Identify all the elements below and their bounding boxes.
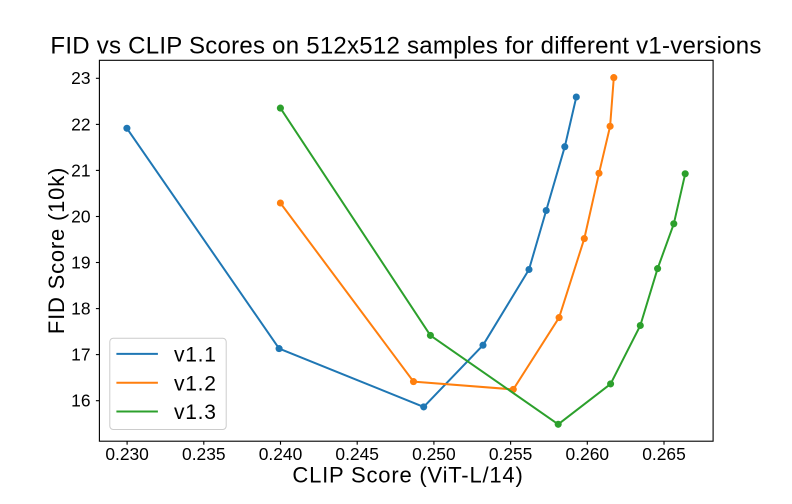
svg-text:CLIP Score (ViT-L/14): CLIP Score (ViT-L/14) [292,462,523,487]
svg-text:0.235: 0.235 [182,444,226,464]
svg-text:FID vs CLIP Scores on 512x512: FID vs CLIP Scores on 512x512 samples fo… [50,33,761,60]
svg-text:21: 21 [71,160,90,180]
svg-text:0.230: 0.230 [105,444,149,464]
svg-text:0.250: 0.250 [412,444,456,464]
svg-text:18: 18 [71,299,90,319]
svg-text:22: 22 [71,114,90,134]
svg-text:16: 16 [71,391,90,411]
svg-text:20: 20 [71,206,90,226]
svg-text:FID Score (10k): FID Score (10k) [44,167,69,334]
svg-text:0.265: 0.265 [642,444,686,464]
svg-text:19: 19 [71,252,90,272]
svg-text:v1.1: v1.1 [174,344,217,367]
svg-text:17: 17 [71,345,90,365]
svg-text:0.245: 0.245 [335,444,379,464]
svg-text:23: 23 [71,68,90,88]
svg-text:0.260: 0.260 [566,444,610,464]
svg-text:0.240: 0.240 [259,444,303,464]
svg-text:v1.3: v1.3 [174,401,217,424]
svg-text:0.255: 0.255 [489,444,533,464]
svg-text:v1.2: v1.2 [174,372,217,395]
